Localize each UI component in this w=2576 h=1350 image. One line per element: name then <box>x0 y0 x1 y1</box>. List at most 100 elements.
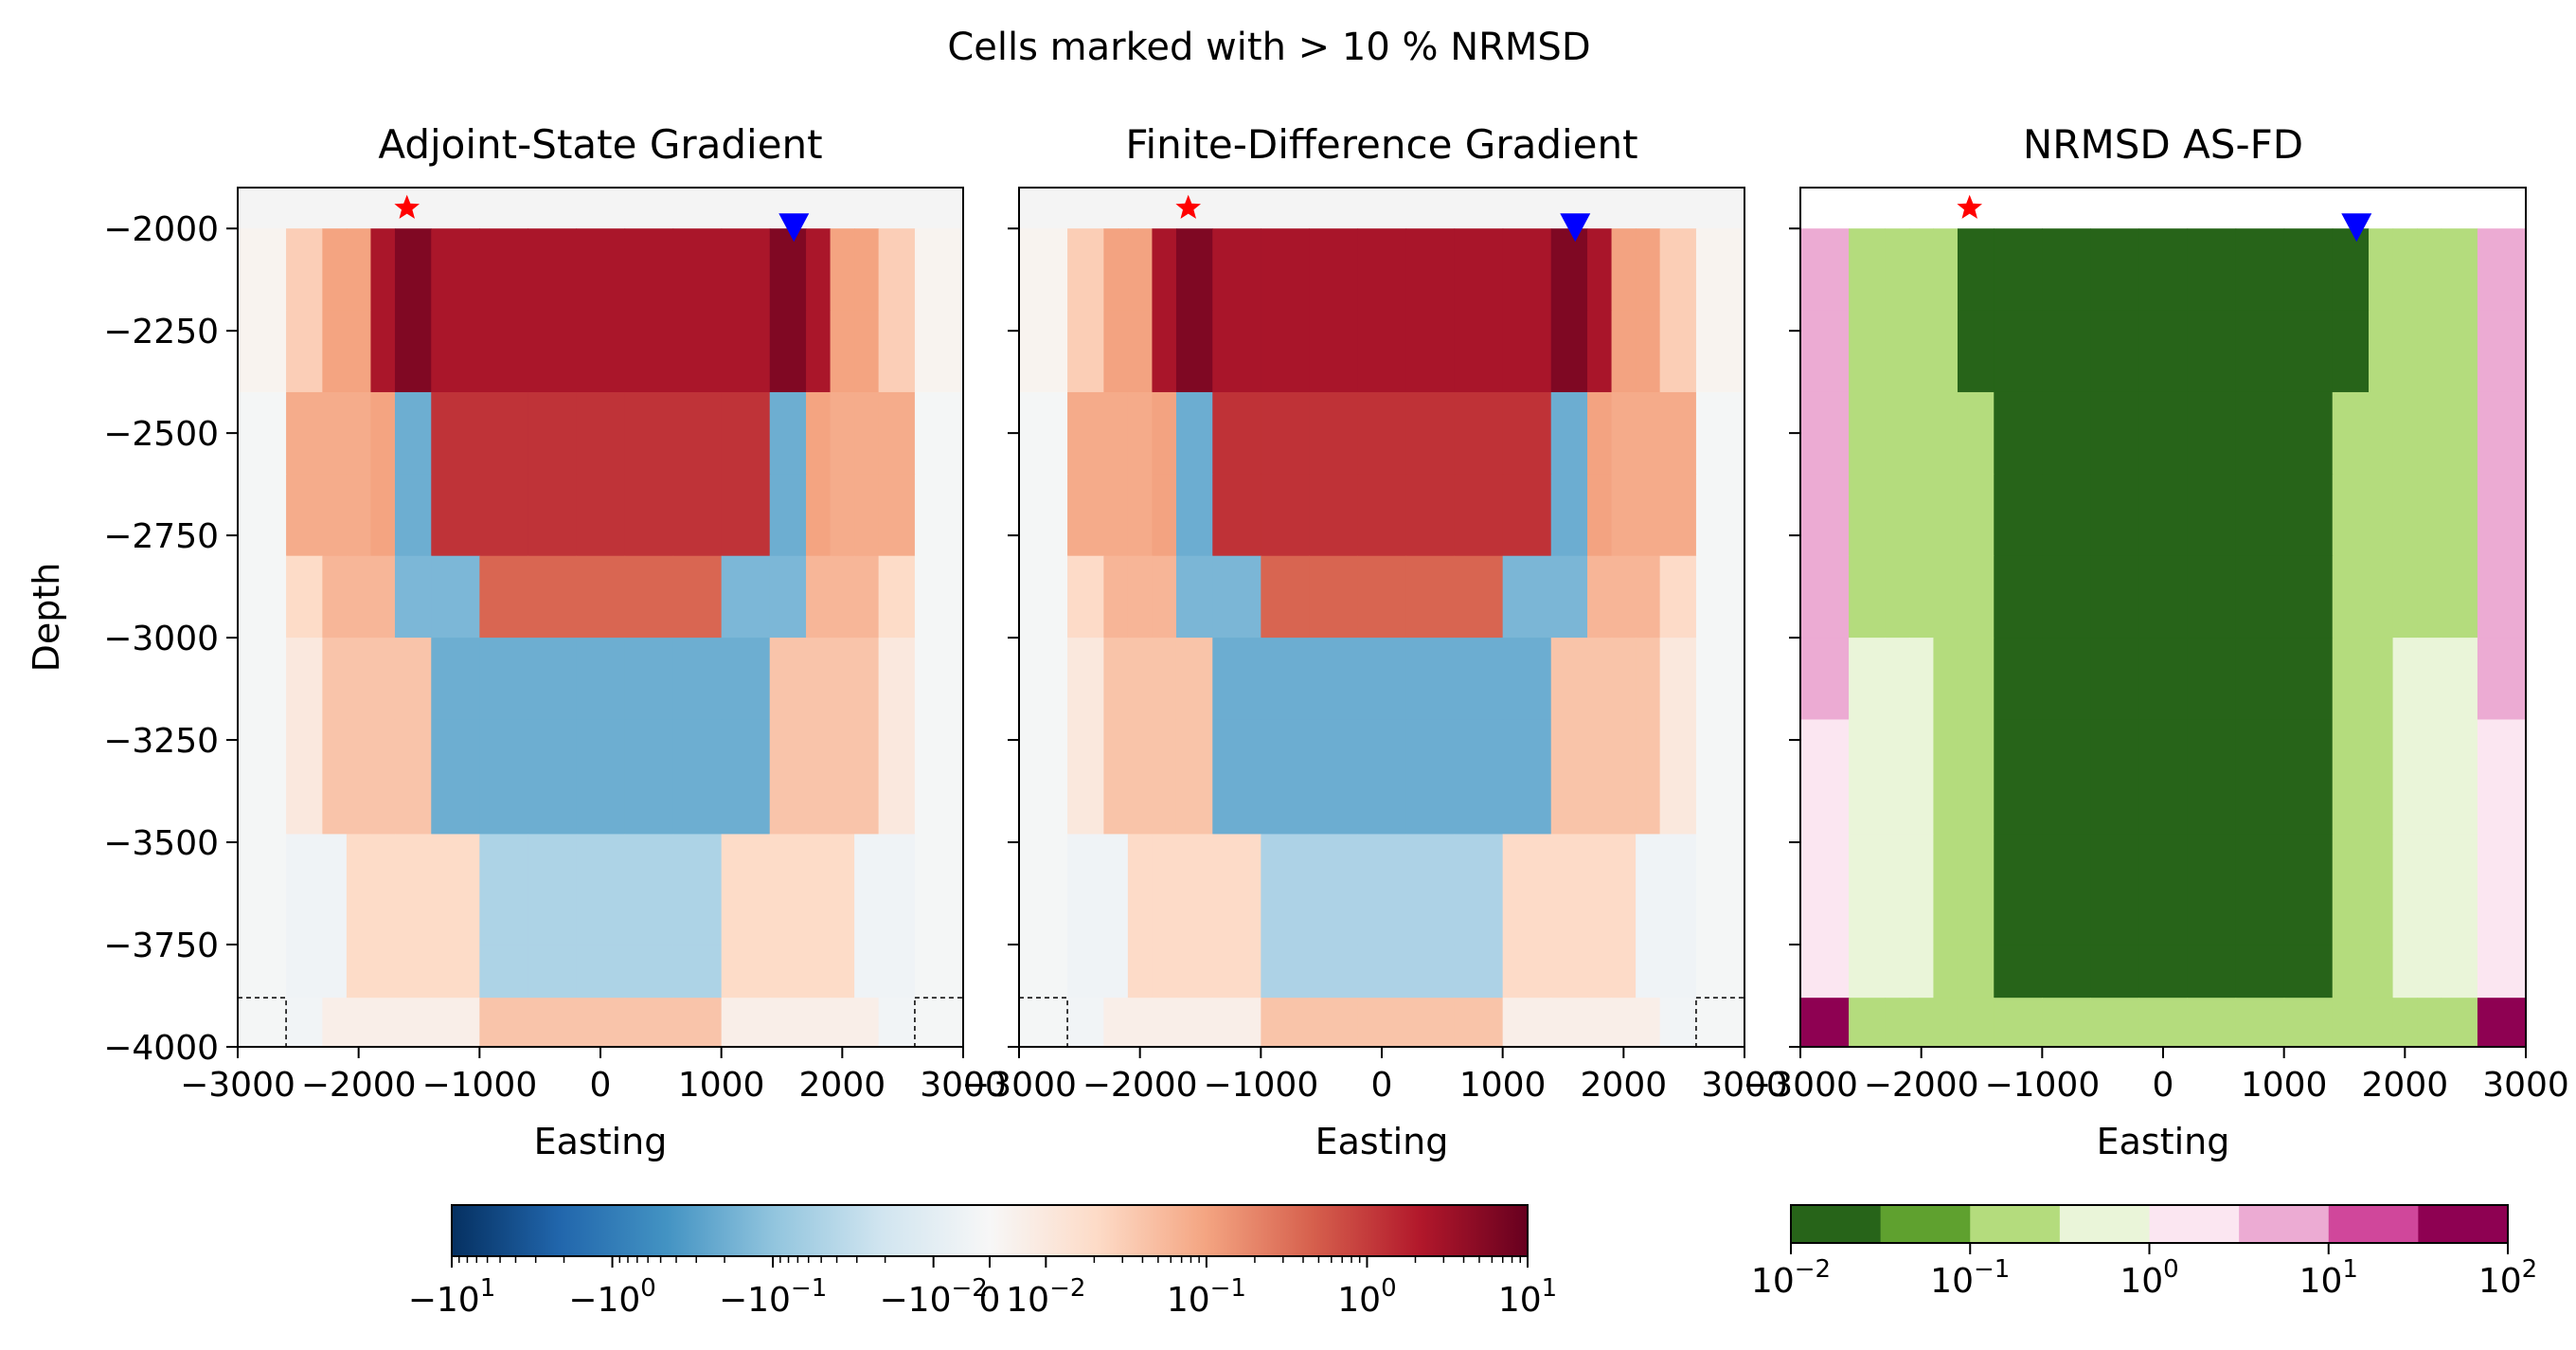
heatmap-cell <box>1261 555 1310 639</box>
heatmap-cell <box>1659 945 1697 999</box>
heatmap-cell <box>1019 945 1068 999</box>
heatmap-cell <box>914 474 964 557</box>
heatmap-cell <box>2090 998 2140 1048</box>
heatmap-cell <box>721 391 771 475</box>
colorbar-cell <box>1791 1205 1882 1243</box>
heatmap-cell <box>1611 555 1637 639</box>
heatmap-cell <box>672 228 723 312</box>
heatmap-cell <box>2235 391 2285 475</box>
heatmap-cell <box>2235 834 2285 945</box>
heatmap-cell <box>1957 945 1995 999</box>
heatmap-cell <box>2441 719 2478 836</box>
heatmap-cell <box>1800 310 1850 393</box>
heatmap-cell <box>238 391 287 475</box>
heatmap-cell <box>1611 638 1637 721</box>
heatmap-cell <box>914 719 964 836</box>
heatmap-cell <box>2090 638 2140 721</box>
heatmap-cell <box>2042 719 2091 836</box>
heatmap-cell <box>394 638 432 721</box>
heatmap-cell <box>2392 719 2418 836</box>
figure-title: Cells marked with > 10 % NRMSD <box>947 26 1590 69</box>
heatmap-cell <box>394 945 432 999</box>
heatmap-cell <box>1103 310 1129 393</box>
heatmap-cell <box>346 555 372 639</box>
heatmap-cell <box>2441 555 2478 639</box>
heatmap-cell <box>322 391 348 475</box>
tick-exponent: 0 <box>640 1274 656 1303</box>
heatmap-cell <box>2417 555 2442 639</box>
heatmap-cell <box>576 310 626 393</box>
heatmap-cell <box>1908 719 1935 836</box>
heatmap-cell <box>1885 228 1910 312</box>
heatmap-cell <box>830 834 855 945</box>
heatmap-cell <box>769 391 807 475</box>
heatmap-cell <box>2369 638 2394 721</box>
heatmap-cell <box>431 310 480 393</box>
heatmap-cell <box>1454 998 1504 1048</box>
heatmap-cell <box>2138 834 2189 945</box>
heatmap-cell <box>624 228 674 312</box>
heatmap-cell <box>431 834 480 945</box>
heatmap-cell <box>528 834 578 945</box>
heatmap-cell <box>1587 998 1613 1048</box>
heatmap-cell <box>2441 391 2478 475</box>
heatmap-cell <box>1152 719 1177 836</box>
heatmap-cell <box>854 474 880 557</box>
heatmap-cell <box>1127 834 1154 945</box>
heatmap-cell <box>1103 555 1129 639</box>
colorbar-tick-label: 10−2 <box>1751 1255 1831 1301</box>
heatmap-cell <box>1152 310 1177 393</box>
heatmap-cell <box>1885 998 1910 1048</box>
heatmap-cell <box>1212 834 1261 945</box>
heatmap-cell <box>346 310 372 393</box>
heatmap-cell <box>914 945 964 999</box>
heatmap-cell <box>1933 834 1959 945</box>
heatmap-cell <box>346 719 372 836</box>
heatmap-cell <box>2392 555 2418 639</box>
heatmap-cell <box>479 228 528 312</box>
heatmap-cell <box>322 555 348 639</box>
heatmap-cell <box>2235 998 2285 1048</box>
heatmap-cell <box>1957 474 1995 557</box>
heatmap-cell <box>1127 945 1154 999</box>
heatmap-cell <box>2235 638 2285 721</box>
receiver-triangle-marker <box>1560 213 1591 243</box>
heatmap-cell <box>2417 834 2442 945</box>
colorbar-tick-label: 10−2 <box>1006 1274 1085 1320</box>
heatmap-cell <box>1502 474 1552 557</box>
colorbar-cell <box>2149 1205 2240 1243</box>
heatmap-cell <box>878 310 916 393</box>
heatmap-cell <box>1067 555 1104 639</box>
heatmap-cell <box>1212 391 1261 475</box>
heatmap-cell <box>1067 310 1104 393</box>
heatmap-cell <box>2283 391 2334 475</box>
heatmap-cell <box>1454 391 1504 475</box>
heatmap-cell <box>721 228 771 312</box>
heatmap-cell <box>878 719 916 836</box>
heatmap-cell <box>370 228 396 312</box>
heatmap-cell <box>479 391 528 475</box>
heatmap-cell <box>1550 998 1588 1048</box>
heatmap-cell <box>2392 638 2418 721</box>
heatmap-cell <box>1550 719 1588 836</box>
heatmap-cell <box>238 555 287 639</box>
heatmap-cell <box>2477 228 2527 312</box>
colorbar-tick-label: 0 <box>979 1281 1001 1320</box>
heatmap-cell <box>479 638 528 721</box>
colorbar-tick-label: 10−1 <box>1167 1274 1246 1320</box>
heatmap-cell <box>1933 228 1959 312</box>
heatmap-cell <box>1175 998 1213 1048</box>
heatmap-cell <box>878 834 916 945</box>
tick-exponent: −1 <box>1974 1255 2010 1284</box>
heatmap-cell <box>830 310 855 393</box>
heatmap-cell <box>1127 998 1154 1048</box>
heatmap-cell <box>1550 310 1588 393</box>
heatmap-cell <box>2332 391 2370 475</box>
heatmap-cell <box>479 945 528 999</box>
heatmap-cell <box>1127 228 1154 312</box>
heatmap-cell <box>1019 474 1068 557</box>
heatmap-cell <box>346 945 372 999</box>
heatmap-cell <box>1695 719 1745 836</box>
heatmap-cell <box>2090 310 2140 393</box>
heatmap-cell <box>1212 945 1261 999</box>
